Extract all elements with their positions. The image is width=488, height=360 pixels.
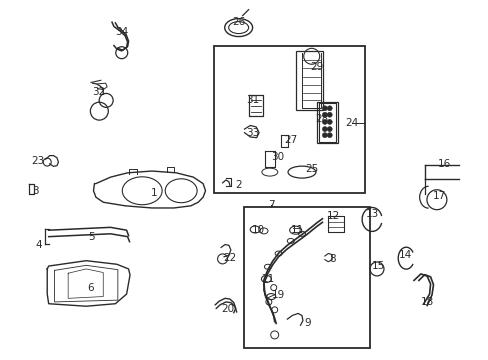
Circle shape bbox=[326, 106, 331, 111]
Circle shape bbox=[322, 112, 326, 117]
Text: 9: 9 bbox=[304, 319, 310, 328]
Text: 12: 12 bbox=[326, 211, 339, 221]
Text: 31: 31 bbox=[246, 95, 259, 105]
Text: 13: 13 bbox=[365, 209, 378, 219]
Text: 1: 1 bbox=[151, 188, 157, 198]
Circle shape bbox=[322, 120, 326, 125]
Text: 16: 16 bbox=[437, 159, 450, 169]
Text: 22: 22 bbox=[223, 253, 236, 263]
Text: 28: 28 bbox=[314, 114, 327, 124]
Text: 18: 18 bbox=[420, 297, 433, 307]
Circle shape bbox=[322, 133, 326, 138]
Text: 4: 4 bbox=[36, 239, 42, 249]
Text: 5: 5 bbox=[87, 232, 94, 242]
Circle shape bbox=[326, 120, 331, 125]
Text: 29: 29 bbox=[309, 62, 323, 72]
Circle shape bbox=[326, 133, 331, 138]
Text: 11: 11 bbox=[290, 225, 303, 235]
Bar bbox=[316, 102, 337, 143]
Text: 3: 3 bbox=[32, 186, 38, 196]
Bar bbox=[243, 207, 369, 348]
Text: 24: 24 bbox=[345, 118, 358, 128]
Text: 25: 25 bbox=[305, 163, 318, 174]
Text: 15: 15 bbox=[371, 261, 384, 271]
Text: 33: 33 bbox=[246, 128, 259, 138]
Text: 14: 14 bbox=[398, 250, 411, 260]
Text: 21: 21 bbox=[261, 274, 274, 284]
Bar bbox=[295, 51, 323, 110]
Text: 23: 23 bbox=[31, 156, 44, 166]
Circle shape bbox=[322, 106, 326, 111]
Circle shape bbox=[322, 127, 326, 131]
Circle shape bbox=[326, 127, 331, 131]
Text: 2: 2 bbox=[235, 180, 242, 190]
Text: 20: 20 bbox=[221, 304, 234, 314]
Text: 17: 17 bbox=[432, 191, 445, 201]
Text: 26: 26 bbox=[231, 17, 245, 27]
Text: 7: 7 bbox=[267, 200, 274, 210]
Circle shape bbox=[326, 112, 331, 117]
Text: 8: 8 bbox=[328, 254, 335, 264]
Text: 34: 34 bbox=[115, 27, 128, 37]
Bar bbox=[214, 45, 365, 193]
Text: 10: 10 bbox=[251, 225, 264, 235]
Text: 6: 6 bbox=[87, 283, 94, 293]
Text: 19: 19 bbox=[271, 290, 285, 300]
Text: 27: 27 bbox=[284, 135, 297, 145]
Text: 32: 32 bbox=[92, 87, 105, 97]
Text: 30: 30 bbox=[270, 152, 284, 162]
